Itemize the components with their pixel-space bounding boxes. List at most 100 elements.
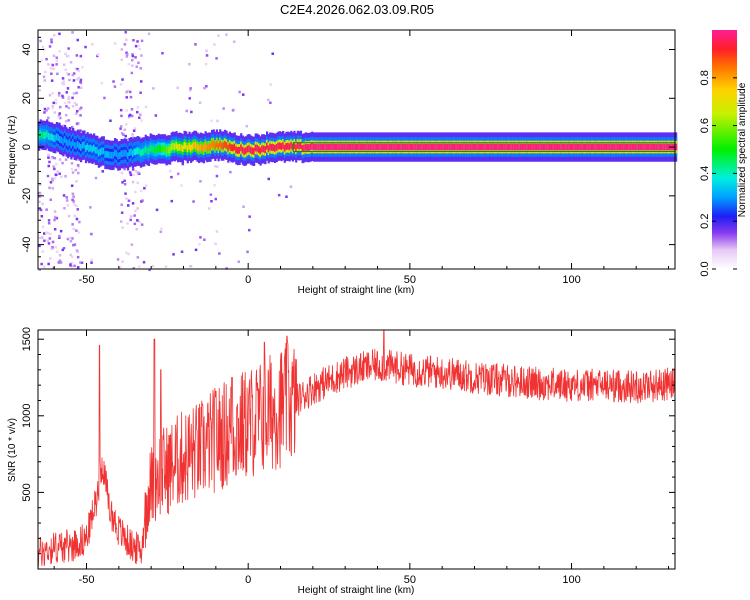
- noise-cell: [214, 165, 217, 168]
- ridge-cell: [448, 143, 451, 151]
- ridge-cell: [251, 147, 254, 155]
- noise-cell: [42, 48, 46, 51]
- noise-cell: [123, 128, 126, 132]
- noise-cell: [113, 42, 117, 45]
- y-tick-label: 1500: [21, 327, 33, 351]
- noise-cell: [79, 78, 83, 82]
- noise-cell: [198, 101, 202, 104]
- noise-cell: [269, 83, 272, 86]
- ridge-cell: [424, 143, 427, 151]
- noise-cell: [51, 63, 55, 67]
- ridge-cell: [364, 143, 367, 151]
- snr-x-ticks: -50 0 50 100: [53, 330, 670, 586]
- ridge-cell: [413, 143, 416, 151]
- ridge-cell: [83, 141, 86, 149]
- spectrogram-x-ticks: -50 0 50 100: [53, 30, 670, 286]
- noise-cell: [218, 252, 221, 255]
- noise-cell: [76, 38, 79, 42]
- snr-y-ticks: 500 1000 1500: [21, 327, 675, 555]
- ridge-cell: [59, 136, 62, 143]
- ridge-cell: [476, 143, 479, 151]
- noise-cell: [67, 106, 71, 110]
- ridge-cell: [194, 142, 198, 149]
- ridge-cell: [422, 143, 426, 151]
- noise-cell: [65, 199, 69, 202]
- spectrogram-ridge: [38, 119, 678, 171]
- noise-cell: [47, 242, 51, 245]
- noise-cell: [41, 45, 45, 49]
- noise-cell: [75, 122, 79, 125]
- noise-cell: [65, 196, 68, 199]
- ridge-cell: [348, 143, 351, 151]
- ridge-cell: [569, 143, 573, 151]
- ridge-cell: [133, 148, 136, 156]
- noise-cell: [63, 207, 66, 210]
- noise-cell: [55, 56, 58, 59]
- noise-cell: [127, 116, 131, 119]
- ridge-cell: [190, 144, 193, 152]
- noise-cell: [76, 164, 80, 167]
- ridge-cell: [78, 142, 81, 150]
- ridge-cell: [236, 147, 240, 154]
- noise-cell: [48, 237, 52, 240]
- ridge-cell: [489, 143, 492, 151]
- ridge-cell: [621, 143, 624, 151]
- noise-cell: [69, 240, 73, 243]
- ridge-cell: [523, 143, 526, 151]
- noise-cell: [67, 95, 71, 99]
- ridge-cell: [427, 143, 430, 151]
- noise-cell: [209, 193, 213, 196]
- spectrogram-y-axis-title: Frequency (Hz): [7, 116, 18, 185]
- noise-cell: [46, 239, 49, 242]
- ridge-cell: [600, 143, 603, 151]
- ridge-cell: [188, 142, 191, 150]
- noise-cell: [73, 264, 76, 268]
- noise-cell: [79, 129, 82, 132]
- noise-cell: [68, 236, 72, 240]
- ridge-cell: [181, 145, 185, 153]
- noise-cell: [140, 119, 143, 122]
- noise-cell: [45, 57, 48, 61]
- noise-cell: [65, 105, 68, 108]
- noise-cell: [131, 180, 135, 184]
- ridge-cell: [75, 142, 78, 150]
- ridge-cell: [215, 140, 219, 148]
- noise-cell: [120, 125, 123, 128]
- ridge-cell: [500, 143, 503, 151]
- noise-cell: [134, 44, 138, 48]
- noise-cell: [64, 113, 68, 117]
- ridge-cell: [320, 143, 324, 151]
- ridge-cell: [57, 134, 60, 141]
- ridge-cell: [409, 143, 413, 151]
- noise-cell: [225, 267, 228, 270]
- ridge-cell: [471, 143, 474, 151]
- ridge-cell: [599, 143, 602, 151]
- spectrogram-y-ticks: -40 -20 0 20 40: [21, 36, 675, 258]
- noise-cell: [54, 101, 58, 105]
- noise-cell: [136, 219, 139, 222]
- noise-cell: [66, 237, 70, 241]
- noise-cell: [55, 173, 58, 177]
- noise-cell: [64, 68, 68, 71]
- ridge-cell: [89, 144, 92, 152]
- ridge-cell: [341, 143, 345, 151]
- noise-cell: [217, 34, 220, 37]
- ridge-cell: [493, 143, 497, 151]
- noise-cell: [121, 260, 124, 263]
- ridge-cell: [636, 143, 639, 151]
- snr-panel: -50 0 50 100 500 1000 1500 Height of straight…: [7, 327, 676, 596]
- noise-cell: [52, 67, 55, 71]
- ridge-cell: [303, 144, 306, 152]
- ridge-cell: [290, 142, 293, 149]
- noise-cell: [129, 218, 132, 222]
- noise-cell: [71, 96, 74, 100]
- noise-cell: [51, 106, 54, 110]
- noise-cell: [52, 165, 55, 168]
- noise-cell: [53, 215, 57, 219]
- noise-cell: [58, 236, 61, 239]
- ridge-cell: [253, 147, 256, 155]
- noise-cell: [51, 177, 54, 181]
- noise-cell: [109, 119, 112, 122]
- ridge-cell: [212, 140, 215, 148]
- ridge-cell: [542, 143, 545, 151]
